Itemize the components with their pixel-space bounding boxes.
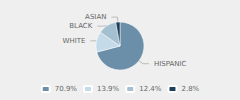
svg-text:WHITE: WHITE <box>62 37 85 45</box>
svg-text:HISPANIC: HISPANIC <box>154 60 187 68</box>
svg-text:ASIAN: ASIAN <box>85 13 106 21</box>
svg-text:2.8%: 2.8% <box>181 85 199 93</box>
svg-text:12.4%: 12.4% <box>139 85 162 93</box>
svg-text:BLACK: BLACK <box>69 22 92 30</box>
svg-text:70.9%: 70.9% <box>55 85 78 93</box>
svg-text:13.9%: 13.9% <box>97 85 120 93</box>
